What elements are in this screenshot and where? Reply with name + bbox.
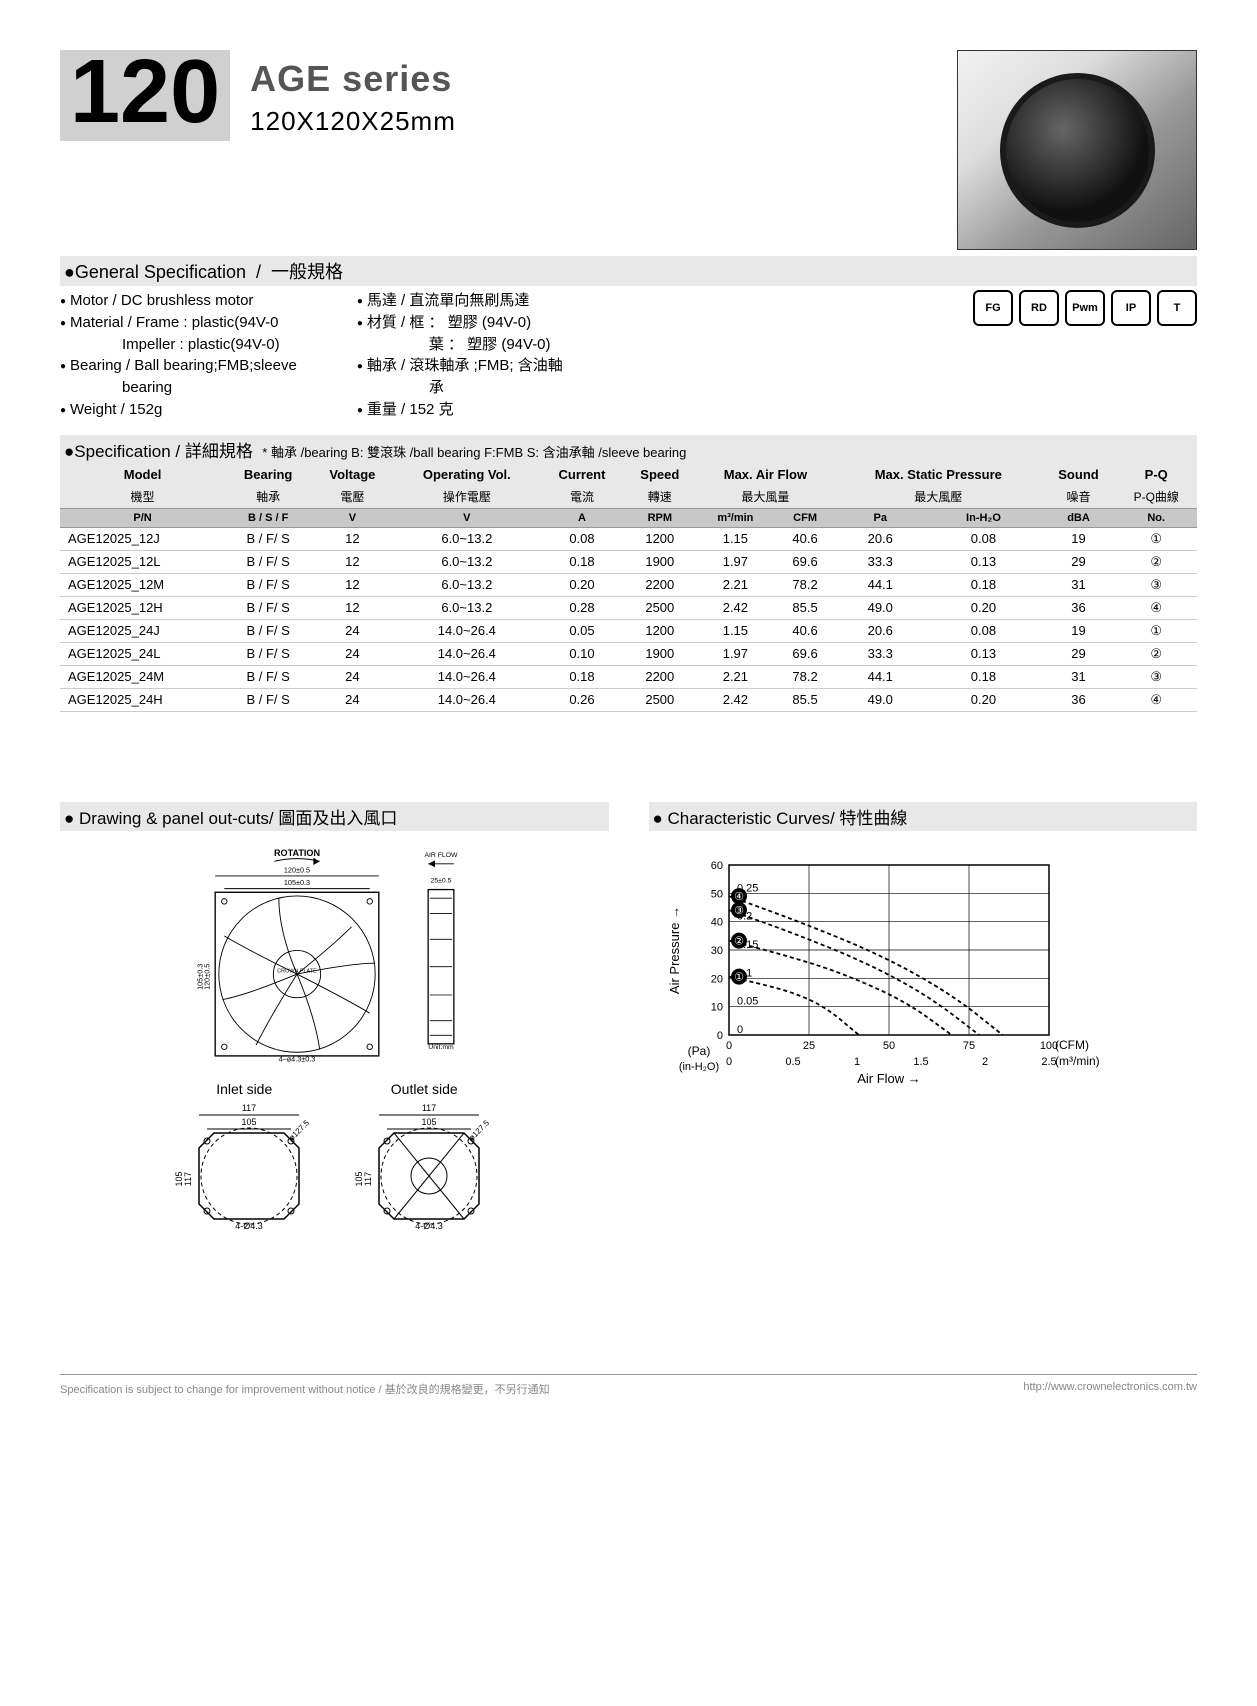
cutouts-row: Inlet side 117 105 ø127.5 117 — [174, 1081, 494, 1234]
svg-text:75: 75 — [962, 1040, 974, 1052]
svg-text:③: ③ — [734, 905, 744, 917]
spec-table: ModelBearingVoltageOperating Vol.Current… — [60, 464, 1197, 712]
size-number-box: 120 — [60, 50, 230, 141]
svg-text:①: ① — [734, 971, 744, 983]
svg-text:ø127.5: ø127.5 — [287, 1118, 311, 1142]
table-row: AGE12025_12LB / F/ S126.0~13.20.1819001.… — [60, 550, 1197, 573]
table-row: AGE12025_12HB / F/ S126.0~13.20.2825002.… — [60, 596, 1197, 619]
svg-text:105: 105 — [354, 1171, 364, 1186]
svg-text:Unit:mm: Unit:mm — [429, 1043, 455, 1050]
svg-text:1: 1 — [853, 1056, 859, 1068]
pwm-icon: Pwm — [1065, 290, 1105, 326]
svg-text:105: 105 — [422, 1117, 437, 1127]
inlet-cutout: Inlet side 117 105 ø127.5 117 — [174, 1081, 314, 1234]
rd-icon: RD — [1019, 290, 1059, 326]
svg-text:117: 117 — [183, 1171, 193, 1185]
svg-text:117: 117 — [363, 1171, 373, 1185]
svg-text:30: 30 — [710, 945, 722, 957]
table-row: AGE12025_12JB / F/ S126.0~13.20.0812001.… — [60, 527, 1197, 550]
svg-text:Air Pressure →: Air Pressure → — [667, 905, 682, 993]
fg-icon: FG — [973, 290, 1013, 326]
svg-text:117: 117 — [422, 1103, 436, 1113]
svg-text:50: 50 — [710, 888, 722, 900]
drawing-title: ● Drawing & panel out-cuts/ 圖面及出入風口 — [60, 802, 609, 831]
fan-disc — [1000, 73, 1155, 228]
svg-text:105: 105 — [242, 1117, 257, 1127]
table-row: AGE12025_24HB / F/ S2414.0~26.40.2625002… — [60, 688, 1197, 711]
svg-text:117: 117 — [242, 1103, 256, 1113]
chart-column: ● Characteristic Curves/ 特性曲線 00100.0520… — [649, 802, 1198, 1234]
svg-text:4–ø4.3±0.3: 4–ø4.3±0.3 — [279, 1054, 316, 1063]
spec-table-title: ●Specification / 詳細規格 * 軸承 /bearing B: 雙… — [60, 435, 1197, 464]
side-view-drawing: AIR FLOW 25±0.5 Unit:mm — [411, 845, 471, 1051]
svg-text:0: 0 — [725, 1056, 731, 1068]
svg-text:(CFM): (CFM) — [1055, 1038, 1089, 1052]
svg-text:0: 0 — [725, 1040, 731, 1052]
general-spec-title: ●General Specification / 一般規格 — [60, 256, 1197, 286]
svg-text:105±0.3: 105±0.3 — [197, 963, 204, 989]
svg-text:10: 10 — [710, 1001, 722, 1013]
svg-text:②: ② — [734, 935, 744, 947]
specs-chinese: 馬達 / 直流單向無刷馬達 材質 / 框 ： 塑膠 (94V-0) 葉 ： 塑膠… — [357, 290, 563, 421]
size-number: 120 — [70, 50, 220, 136]
svg-text:0.05: 0.05 — [737, 995, 758, 1007]
svg-text:Air Flow →: Air Flow → — [857, 1071, 921, 1086]
svg-text:ROTATION: ROTATION — [274, 847, 320, 857]
table-row: AGE12025_24JB / F/ S2414.0~26.40.0512001… — [60, 619, 1197, 642]
outlet-cutout: Outlet side 117 105 — [354, 1081, 494, 1234]
footer-left: Specification is subject to change for i… — [60, 1381, 550, 1397]
footer: Specification is subject to change for i… — [60, 1374, 1197, 1397]
svg-text:120±0.5: 120±0.5 — [284, 865, 310, 874]
svg-text:4-Ø4.3: 4-Ø4.3 — [415, 1221, 443, 1231]
svg-text:(Pa): (Pa) — [687, 1044, 710, 1058]
svg-text:0: 0 — [716, 1030, 722, 1042]
svg-text:25±0.5: 25±0.5 — [431, 877, 452, 884]
general-spec-body: Motor / DC brushless motor Material / Fr… — [60, 286, 1197, 421]
svg-text:④: ④ — [734, 891, 744, 903]
svg-text:4-Ø4.3: 4-Ø4.3 — [235, 1221, 263, 1231]
product-image — [957, 50, 1197, 250]
header-row: 120 AGE series 120X120X25mm — [60, 50, 1197, 250]
svg-text:(m³/min): (m³/min) — [1055, 1054, 1100, 1068]
table-row: AGE12025_24LB / F/ S2414.0~26.40.1019001… — [60, 642, 1197, 665]
specs-english: Motor / DC brushless motor Material / Fr… — [60, 290, 297, 421]
svg-text:(in-H₂O): (in-H₂O) — [678, 1061, 718, 1073]
svg-text:60: 60 — [710, 860, 722, 872]
svg-text:105±0.3: 105±0.3 — [284, 877, 310, 886]
svg-text:0.5: 0.5 — [785, 1056, 800, 1068]
series-title: AGE series — [250, 58, 456, 100]
drawing-column: ● Drawing & panel out-cuts/ 圖面及出入風口 ROTA… — [60, 802, 609, 1234]
svg-text:0: 0 — [737, 1024, 743, 1036]
svg-text:ø127.5: ø127.5 — [467, 1118, 491, 1142]
feature-icons: FGRDPwmIPT — [937, 290, 1197, 326]
table-row: AGE12025_12MB / F/ S126.0~13.20.2022002.… — [60, 573, 1197, 596]
chart-title: ● Characteristic Curves/ 特性曲線 — [649, 802, 1198, 831]
ip-icon: IP — [1111, 290, 1151, 326]
svg-text:1.5: 1.5 — [913, 1056, 928, 1068]
pq-chart: 00100.05200.1300.15400.2500.256002550751… — [649, 845, 1129, 1125]
svg-text:40: 40 — [710, 916, 722, 928]
title-column: AGE series 120X120X25mm — [250, 50, 456, 137]
footer-right: http://www.crownelectronics.com.tw — [1023, 1381, 1197, 1397]
t-icon: T — [1157, 290, 1197, 326]
table-row: AGE12025_24MB / F/ S2414.0~26.40.1822002… — [60, 665, 1197, 688]
svg-text:2: 2 — [981, 1056, 987, 1068]
svg-text:AIR FLOW: AIR FLOW — [425, 851, 459, 858]
svg-text:20: 20 — [710, 973, 722, 985]
svg-text:105: 105 — [174, 1171, 184, 1186]
front-view-drawing: ROTATION 120±0.5 105±0.3 CROWN PLATE — [197, 845, 397, 1063]
dimensions: 120X120X25mm — [250, 106, 456, 137]
svg-text:25: 25 — [802, 1040, 814, 1052]
lower-section: ● Drawing & panel out-cuts/ 圖面及出入風口 ROTA… — [60, 802, 1197, 1234]
svg-text:50: 50 — [882, 1040, 894, 1052]
